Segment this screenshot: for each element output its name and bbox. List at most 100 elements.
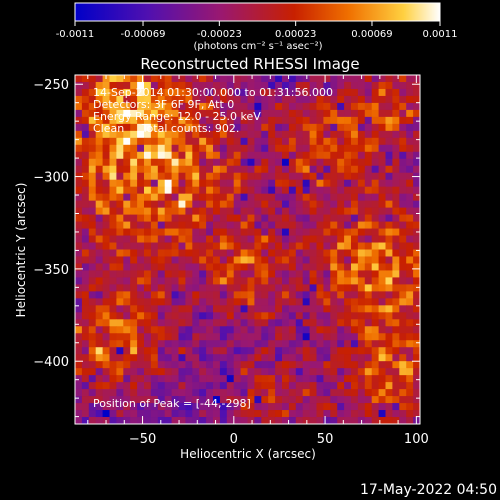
heat-cell xyxy=(295,298,304,306)
heat-cell xyxy=(330,389,338,397)
heat-cell xyxy=(364,81,373,90)
heat-cell xyxy=(137,130,145,139)
heat-cell xyxy=(247,403,255,411)
heat-cell xyxy=(116,207,124,215)
heat-cell xyxy=(75,95,83,104)
heat-cell xyxy=(288,319,297,327)
heat-cell xyxy=(254,116,262,125)
heat-cell xyxy=(406,179,414,188)
heat-cell xyxy=(206,193,214,202)
heat-cell xyxy=(178,228,186,236)
heat-cell xyxy=(171,410,179,418)
heat-cell xyxy=(399,319,407,327)
heat-cell xyxy=(116,144,124,153)
heat-cell xyxy=(219,214,228,222)
heat-cell xyxy=(130,382,138,390)
heat-cell xyxy=(254,242,262,250)
heat-cell xyxy=(75,291,83,299)
heat-cell xyxy=(213,165,221,174)
heat-cell xyxy=(247,361,255,369)
heat-cell xyxy=(378,249,386,257)
heat-cell xyxy=(213,368,221,376)
heat-cell xyxy=(337,340,345,348)
heat-cell xyxy=(316,165,324,174)
heat-cell xyxy=(247,214,255,222)
heat-cell xyxy=(295,123,304,132)
heat-cell xyxy=(144,263,152,271)
heat-cell xyxy=(144,75,152,83)
heat-cell xyxy=(199,75,207,83)
heat-cell xyxy=(309,81,317,90)
heat-cell xyxy=(144,144,152,153)
heat-cell xyxy=(137,361,145,369)
heat-cell xyxy=(192,403,200,411)
heat-cell xyxy=(288,312,297,320)
heat-cell xyxy=(413,277,420,285)
heat-cell xyxy=(102,333,110,341)
heat-cell xyxy=(130,235,138,243)
heat-cell xyxy=(144,354,152,362)
heat-cell xyxy=(178,172,186,181)
heat-cell xyxy=(171,109,179,118)
heat-cell xyxy=(378,396,386,404)
heat-cell xyxy=(282,116,290,125)
heat-cell xyxy=(164,207,172,215)
heat-cell xyxy=(351,95,359,104)
heat-cell xyxy=(102,284,110,292)
heat-cell xyxy=(413,347,420,355)
heat-cell xyxy=(288,284,297,292)
heat-cell xyxy=(371,242,379,250)
heat-cell xyxy=(123,81,131,90)
heat-cell xyxy=(81,228,90,236)
heat-cell xyxy=(226,305,235,313)
heat-cell xyxy=(157,207,166,215)
heat-cell xyxy=(288,368,297,376)
heat-cell xyxy=(130,242,138,250)
heat-cell xyxy=(288,403,297,411)
heat-cell xyxy=(351,235,359,243)
heat-cell xyxy=(137,417,145,424)
heat-cell xyxy=(282,403,290,411)
heat-cell xyxy=(364,75,373,83)
heat-cell xyxy=(240,361,248,369)
heat-cell xyxy=(275,326,283,334)
heat-cell xyxy=(206,242,214,250)
heat-cell xyxy=(233,277,241,285)
heat-cell xyxy=(137,256,145,264)
heat-cell xyxy=(337,249,345,257)
heat-cell xyxy=(199,340,207,348)
heat-cell xyxy=(309,319,317,327)
heat-cell xyxy=(116,242,124,250)
heat-cell xyxy=(102,186,110,195)
heat-cell xyxy=(157,214,166,222)
heat-cell xyxy=(275,375,283,383)
heat-cell xyxy=(213,75,221,83)
heat-cell xyxy=(288,305,297,313)
heat-cell xyxy=(337,333,345,341)
heat-cell xyxy=(316,312,324,320)
heat-cell xyxy=(413,354,420,362)
heat-cell xyxy=(392,95,400,104)
heat-cell xyxy=(364,235,373,243)
heat-cell xyxy=(102,305,110,313)
heat-cell xyxy=(150,193,159,202)
heat-cell xyxy=(240,347,248,355)
heat-cell xyxy=(88,354,97,362)
heat-cell xyxy=(240,277,248,285)
heat-cell xyxy=(302,396,310,404)
heat-cell xyxy=(144,207,152,215)
heat-cell xyxy=(199,214,207,222)
heat-cell xyxy=(157,165,166,174)
heat-cell xyxy=(116,151,124,160)
heat-cell xyxy=(206,249,214,257)
heat-cell xyxy=(344,368,352,376)
heat-cell xyxy=(123,137,131,146)
heat-cell xyxy=(185,312,193,320)
heat-cell xyxy=(288,396,297,404)
heat-cell xyxy=(150,221,159,229)
heat-cell xyxy=(164,396,172,404)
heat-cell xyxy=(164,228,172,236)
heat-cell xyxy=(226,144,235,153)
heat-cell xyxy=(109,144,117,153)
heat-cell xyxy=(137,172,145,181)
